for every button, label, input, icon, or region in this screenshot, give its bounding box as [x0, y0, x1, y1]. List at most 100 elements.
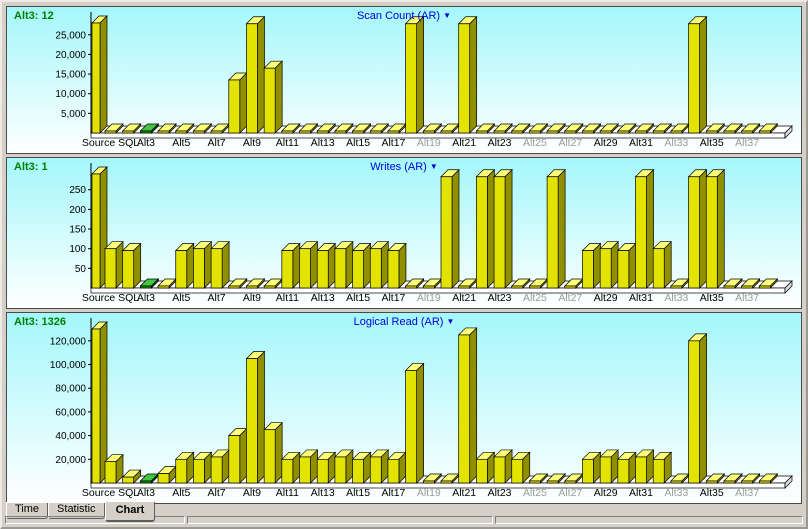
svg-text:Alt21: Alt21: [452, 487, 476, 499]
svg-text:Alt15: Alt15: [346, 487, 370, 499]
svg-text:Alt25: Alt25: [523, 487, 547, 499]
svg-text:Alt11: Alt11: [276, 487, 299, 499]
svg-text:40,000: 40,000: [55, 431, 86, 442]
svg-text:Alt21: Alt21: [452, 137, 476, 149]
status-bar: [5, 516, 803, 524]
svg-text:Alt31: Alt31: [629, 137, 653, 149]
chart-panel-logical-read: Alt3: 1326 Logical Read (AR) ▼ 20,000 40,0…: [6, 312, 802, 504]
svg-text:Alt35: Alt35: [700, 292, 724, 304]
status-cell: [5, 516, 185, 524]
svg-text:Alt33: Alt33: [664, 487, 688, 499]
svg-text:Alt17: Alt17: [381, 487, 405, 499]
svg-text:Alt9: Alt9: [243, 137, 261, 149]
selected-alt-value-label: Alt3: 12: [14, 10, 54, 22]
svg-text:20,000: 20,000: [55, 455, 86, 466]
svg-text:Alt35: Alt35: [700, 137, 724, 149]
svg-text:200: 200: [69, 205, 86, 216]
svg-text:100: 100: [69, 244, 86, 255]
svg-text:Alt21: Alt21: [452, 292, 476, 304]
svg-text:Source SQL: Source SQL: [82, 487, 139, 499]
svg-text:Alt23: Alt23: [488, 292, 512, 304]
svg-text:Alt13: Alt13: [311, 487, 335, 499]
svg-text:Alt5: Alt5: [172, 137, 190, 149]
charts-area: Alt3: 12 Scan Count (AR) ▼ 5,000 10,000 15,…: [6, 6, 802, 507]
chart-title-text: Scan Count (AR): [356, 10, 441, 22]
tab-chart[interactable]: Chart: [104, 502, 156, 522]
svg-text:120,000: 120,000: [50, 336, 87, 347]
svg-text:Alt7: Alt7: [208, 137, 226, 149]
svg-text:Source SQL: Source SQL: [82, 137, 139, 149]
svg-text:Alt29: Alt29: [594, 137, 618, 149]
tab-bar: Time Statistic Chart: [6, 502, 802, 522]
logical-read-chart[interactable]: 20,000 40,000 60,000 80,000 100,000 120,000 So…: [7, 313, 801, 503]
svg-text:Alt13: Alt13: [311, 292, 335, 304]
svg-text:15,000: 15,000: [55, 70, 86, 81]
svg-text:Alt31: Alt31: [629, 292, 653, 304]
svg-text:Alt3: Alt3: [137, 137, 155, 149]
svg-text:Alt17: Alt17: [381, 137, 405, 149]
chart-metric-dropdown[interactable]: Scan Count (AR) ▼: [7, 10, 801, 22]
svg-text:Alt31: Alt31: [629, 487, 653, 499]
svg-text:250: 250: [69, 185, 86, 196]
svg-text:Alt23: Alt23: [488, 487, 512, 499]
svg-text:25,000: 25,000: [55, 30, 86, 41]
svg-text:Alt15: Alt15: [346, 137, 370, 149]
svg-text:Alt29: Alt29: [594, 292, 618, 304]
svg-text:Alt37: Alt37: [735, 487, 759, 499]
svg-text:Alt33: Alt33: [664, 137, 688, 149]
svg-text:150: 150: [69, 225, 86, 236]
svg-text:Alt11: Alt11: [276, 292, 299, 304]
svg-text:Source SQL: Source SQL: [82, 292, 139, 304]
svg-text:80,000: 80,000: [55, 384, 86, 395]
chevron-down-icon: ▼: [446, 317, 455, 326]
status-cell: [187, 516, 493, 524]
svg-text:Alt5: Alt5: [172, 487, 190, 499]
svg-text:Alt5: Alt5: [172, 292, 190, 304]
selected-alt-value-label: Alt3: 1326: [14, 316, 66, 328]
svg-text:Alt7: Alt7: [208, 292, 226, 304]
svg-text:Alt37: Alt37: [735, 137, 759, 149]
svg-text:10,000: 10,000: [55, 89, 86, 100]
svg-text:Alt27: Alt27: [558, 137, 582, 149]
chart-panel-scan-count: Alt3: 12 Scan Count (AR) ▼ 5,000 10,000 15,…: [6, 6, 802, 154]
svg-text:Alt19: Alt19: [417, 292, 441, 304]
svg-text:Alt15: Alt15: [346, 292, 370, 304]
tab-time[interactable]: Time: [6, 502, 49, 519]
svg-text:Alt11: Alt11: [276, 137, 299, 149]
svg-text:Alt25: Alt25: [523, 292, 547, 304]
selected-alt-value-label: Alt3: 1: [14, 161, 48, 173]
svg-text:Alt19: Alt19: [417, 137, 441, 149]
svg-text:Alt19: Alt19: [417, 487, 441, 499]
svg-text:Alt25: Alt25: [523, 137, 547, 149]
chart-panel-writes: Alt3: 1 Writes (AR) ▼ 50 100 150 200 250 Sourc…: [6, 157, 802, 309]
svg-text:Alt33: Alt33: [664, 292, 688, 304]
svg-text:Alt35: Alt35: [700, 487, 724, 499]
chart-metric-dropdown[interactable]: Writes (AR) ▼: [7, 161, 801, 173]
svg-text:Alt9: Alt9: [243, 487, 261, 499]
svg-text:100,000: 100,000: [50, 360, 87, 371]
chart-title-text: Writes (AR): [370, 161, 427, 173]
svg-text:Alt9: Alt9: [243, 292, 261, 304]
chart-title-text: Logical Read (AR): [353, 316, 444, 328]
chevron-down-icon: ▼: [429, 162, 438, 171]
svg-text:Alt7: Alt7: [208, 487, 226, 499]
svg-text:Alt3: Alt3: [137, 292, 155, 304]
svg-text:Alt29: Alt29: [594, 487, 618, 499]
svg-text:Alt27: Alt27: [558, 487, 582, 499]
svg-text:60,000: 60,000: [55, 407, 86, 418]
tab-statistic[interactable]: Statistic: [48, 502, 105, 519]
svg-text:Alt17: Alt17: [381, 292, 405, 304]
chart-metric-dropdown[interactable]: Logical Read (AR) ▼: [7, 316, 801, 328]
svg-text:Alt23: Alt23: [488, 137, 512, 149]
svg-text:20,000: 20,000: [55, 50, 86, 61]
svg-text:Alt27: Alt27: [558, 292, 582, 304]
writes-chart[interactable]: 50 100 150 200 250 Source SQL Alt3 Alt5 Alt7 Alt9…: [7, 158, 801, 308]
svg-text:Alt13: Alt13: [311, 137, 335, 149]
svg-text:5,000: 5,000: [61, 109, 86, 120]
svg-text:Alt3: Alt3: [137, 487, 155, 499]
scan-count-chart[interactable]: 5,000 10,000 15,000 20,000 25,000 Source SQL A…: [7, 7, 801, 153]
chevron-down-icon: ▼: [443, 11, 452, 20]
svg-text:Alt37: Alt37: [735, 292, 759, 304]
status-cell: [495, 516, 803, 524]
